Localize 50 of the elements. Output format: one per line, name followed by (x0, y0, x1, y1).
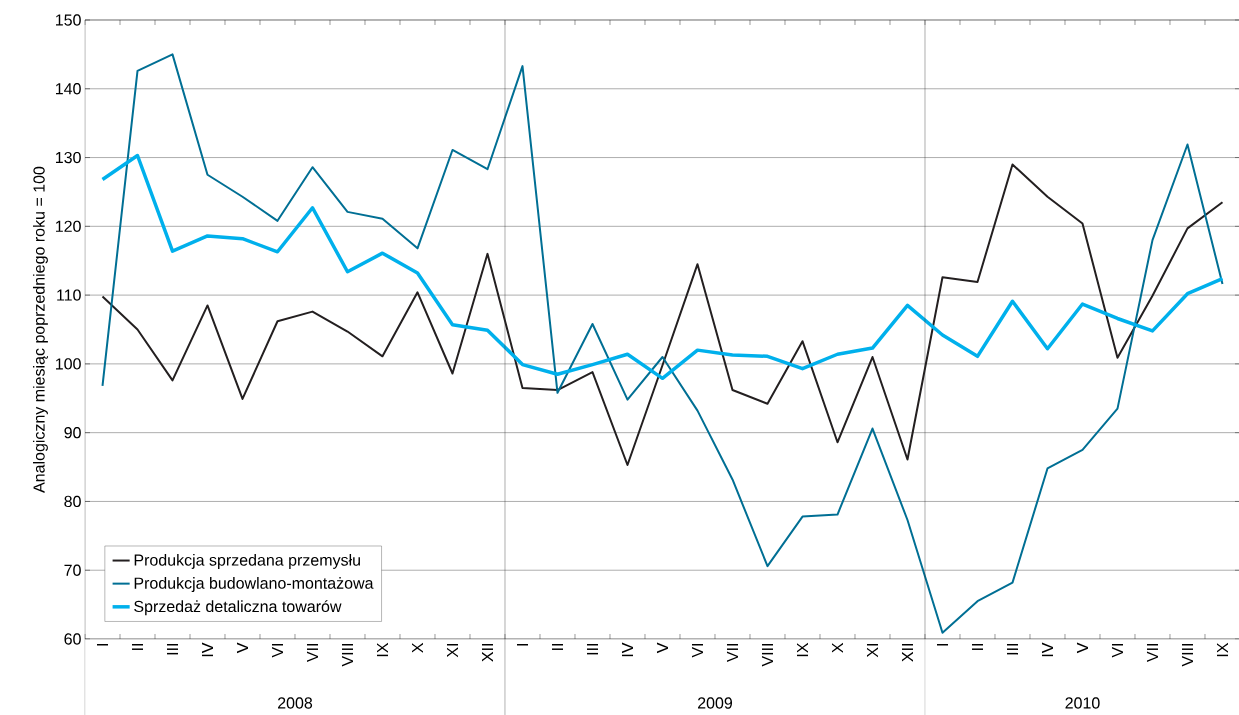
x-tick-label: IX (376, 642, 388, 657)
x-tick-label: VII (306, 644, 318, 663)
x-tick-label: I (97, 644, 108, 646)
y-tick-label: 150 (56, 14, 81, 26)
x-tick-label: VII (1146, 644, 1158, 663)
x-tick-label: II (551, 644, 563, 650)
y-tick-label: 110 (57, 289, 81, 301)
x-tick-label: X (831, 642, 843, 653)
legend-label: Produkcja sprzedana przemysłu (134, 554, 360, 569)
x-tick-label: VI (271, 644, 283, 658)
x-tick-label: VI (1111, 644, 1123, 658)
x-tick-label: VIII (761, 644, 773, 667)
x-tick-label: II (131, 644, 143, 650)
y-tick-label: 100 (56, 358, 81, 370)
x-tick-label: II (971, 644, 983, 650)
legend-label: Sprzedaż detaliczna towarów (134, 600, 342, 616)
y-tick-label: 60 (64, 633, 81, 645)
y-tick-label: 140 (56, 83, 81, 95)
x-tick-label: III (1006, 644, 1018, 655)
x-tick-label: IV (201, 642, 213, 657)
x-tick-label: VI (691, 644, 703, 658)
x-tick-label: VIII (1181, 644, 1193, 667)
x-tick-label: V (656, 642, 668, 654)
x-tick-label: XI (866, 644, 878, 658)
y-axis-title: Analogiczny miesiąc poprzedniego roku = 100 (32, 166, 48, 493)
x-tick-label: IX (1216, 642, 1228, 657)
x-tick-label: VIII (341, 644, 353, 667)
x-tick-label: V (236, 642, 248, 654)
x-tick-label: III (166, 644, 178, 655)
x-tick-label: V (1076, 642, 1088, 654)
x-tick-label: I (936, 644, 948, 646)
y-tick-label: 80 (64, 495, 81, 508)
text: 2010 (1065, 697, 1100, 709)
x-tick-label: I (516, 644, 528, 646)
x-tick-label: XI (446, 644, 458, 658)
x-tick-label: XII (481, 644, 493, 662)
x-tick-label: XII (901, 644, 913, 662)
text: 2009 (697, 697, 733, 709)
y-tick-label: 90 (64, 427, 81, 439)
legend-label: Produkcja budowlano-montażowa (134, 577, 374, 593)
x-tick-label: III (586, 644, 598, 655)
x-tick-label: IV (621, 642, 633, 657)
text: 2008 (278, 697, 313, 709)
x-tick-label: X (411, 642, 423, 653)
x-tick-label: VII (726, 644, 738, 663)
y-tick-label: 70 (64, 564, 81, 576)
x-tick-label: IX (796, 642, 808, 657)
y-tick-label: 130 (56, 151, 81, 164)
x-tick-label: IV (1041, 642, 1053, 657)
y-tick-label: 120 (56, 220, 81, 232)
